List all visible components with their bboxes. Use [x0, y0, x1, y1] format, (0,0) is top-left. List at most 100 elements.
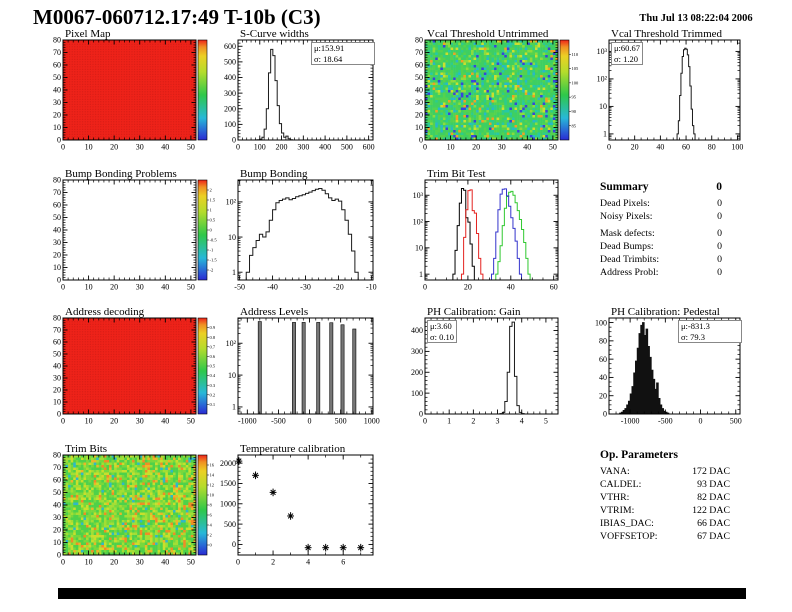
svg-text:10²: 10²	[226, 198, 237, 207]
svg-text:60: 60	[53, 201, 61, 210]
svg-text:0: 0	[607, 143, 611, 152]
summary-row: Address Probl: 0	[600, 266, 722, 279]
svg-text:20: 20	[464, 283, 472, 292]
op-parameter-row-value: 82 DAC	[697, 492, 730, 503]
op-parameter-row-value: 67 DAC	[697, 531, 730, 542]
summary-row-label: Dead Bumps:	[600, 241, 654, 252]
svg-text:60: 60	[682, 143, 690, 152]
svg-text:70: 70	[53, 326, 61, 335]
summary-row-value: 0	[717, 198, 722, 209]
chart-title-address_levels: Address Levels	[240, 306, 309, 318]
op-parameter-row: VANA: 172 DAC	[600, 465, 730, 478]
summary-row: Dead Trimbits: 0	[600, 253, 722, 266]
svg-text:4: 4	[520, 417, 524, 426]
summary-rows: Dead Pixels: 0 Noisy Pixels: 0 Mask defects:…	[600, 197, 722, 279]
svg-text:10: 10	[85, 283, 93, 292]
svg-text:30: 30	[136, 143, 144, 152]
svg-text:40: 40	[161, 417, 169, 426]
svg-text:80: 80	[53, 176, 61, 185]
chart-title-vcal_threshold_trimmed: Vcal Threshold Trimmed	[611, 28, 723, 40]
svg-text:200: 200	[411, 368, 423, 377]
summary-total: 0	[716, 181, 722, 193]
svg-text:50: 50	[53, 73, 61, 82]
svg-text:200: 200	[276, 143, 288, 152]
svg-text:-10: -10	[366, 283, 377, 292]
svg-text:600: 600	[363, 143, 375, 152]
svg-text:70: 70	[415, 48, 423, 57]
svg-text:0: 0	[419, 410, 423, 419]
svg-text:20: 20	[110, 283, 118, 292]
svg-text:0.5: 0.5	[210, 218, 216, 223]
svg-text:0: 0	[61, 417, 65, 426]
summary-row-value: 0	[717, 241, 722, 252]
svg-text:50: 50	[53, 350, 61, 359]
svg-text:40: 40	[161, 283, 169, 292]
svg-text:500: 500	[335, 417, 347, 426]
svg-text:0: 0	[210, 228, 213, 233]
svg-text:400: 400	[224, 73, 236, 82]
svg-text:10: 10	[447, 143, 455, 152]
summary-row-label: Dead Trimbits:	[600, 254, 660, 265]
chart-title-ph_calibration_gain: PH Calibration: Gain	[427, 306, 521, 318]
svg-text:0: 0	[423, 283, 427, 292]
op-parameter-row-label: CALDEL:	[600, 479, 642, 490]
svg-text:300: 300	[297, 143, 309, 152]
svg-text:20: 20	[53, 111, 61, 120]
svg-text:50: 50	[187, 417, 195, 426]
svg-text:0: 0	[57, 410, 61, 419]
svg-text:-1: -1	[210, 248, 214, 253]
summary-row-value: 0	[717, 211, 722, 222]
svg-text:30: 30	[53, 238, 61, 247]
summary-row-label: Address Probl:	[600, 267, 659, 278]
svg-text:60: 60	[53, 61, 61, 70]
report-date: Thu Jul 13 08:22:04 2006	[639, 13, 753, 24]
svg-text:10: 10	[85, 417, 93, 426]
svg-text:10: 10	[53, 398, 61, 407]
svg-text:110: 110	[572, 52, 579, 57]
summary-row-value: 0	[717, 254, 722, 265]
summary-panel: Summary 0 Dead Pixels: 0 Noisy Pixels: 0 Mas…	[600, 181, 722, 279]
svg-text:0.9: 0.9	[210, 325, 216, 330]
svg-text:100: 100	[224, 120, 236, 129]
svg-text:1: 1	[210, 208, 212, 213]
chart-title-s_curve_widths: S-Curve widths	[240, 28, 309, 40]
op-parameter-row-value: 93 DAC	[697, 479, 730, 490]
svg-text:0.5: 0.5	[210, 364, 216, 369]
svg-text:60: 60	[53, 338, 61, 347]
svg-text:50: 50	[187, 283, 195, 292]
svg-text:50: 50	[415, 73, 423, 82]
svg-text:40: 40	[415, 86, 423, 95]
op-parameter-row-value: 66 DAC	[697, 518, 730, 529]
svg-text:-30: -30	[300, 283, 311, 292]
svg-text:80: 80	[53, 314, 61, 323]
svg-text:20: 20	[631, 143, 639, 152]
svg-text:20: 20	[110, 143, 118, 152]
svg-text:1: 1	[419, 270, 423, 279]
svg-text:10: 10	[85, 143, 93, 152]
svg-text:100: 100	[254, 143, 266, 152]
svg-text:500: 500	[341, 143, 353, 152]
svg-text:10²: 10²	[226, 339, 237, 348]
svg-text:40: 40	[507, 283, 515, 292]
summary-row-label: Mask defects:	[600, 228, 655, 239]
svg-text:1.5: 1.5	[210, 198, 216, 203]
svg-text:10: 10	[53, 123, 61, 132]
svg-text:0: 0	[423, 417, 427, 426]
op-parameter-row-label: VOFFSETOP:	[600, 531, 658, 542]
chart-title-bump_bonding_problems: Bump Bonding Problems	[65, 168, 177, 180]
svg-text:60: 60	[550, 283, 558, 292]
svg-text:100: 100	[572, 80, 580, 85]
svg-text:70: 70	[53, 188, 61, 197]
svg-text:20: 20	[110, 417, 118, 426]
svg-text:0: 0	[236, 143, 240, 152]
op-parameters-title: Op. Parameters	[600, 449, 678, 461]
op-parameter-row: VOFFSETOP: 67 DAC	[600, 530, 730, 543]
stats-box-s_curve_widths: μ:153.91 σ: 18.64	[311, 42, 375, 66]
svg-text:20: 20	[472, 143, 480, 152]
svg-text:60: 60	[415, 61, 423, 70]
op-parameter-row: VTHR: 82 DAC	[600, 491, 730, 504]
summary-row: Dead Bumps: 0	[600, 240, 722, 253]
svg-text:95: 95	[572, 95, 577, 100]
svg-text:30: 30	[136, 417, 144, 426]
svg-text:10²: 10²	[413, 217, 424, 226]
